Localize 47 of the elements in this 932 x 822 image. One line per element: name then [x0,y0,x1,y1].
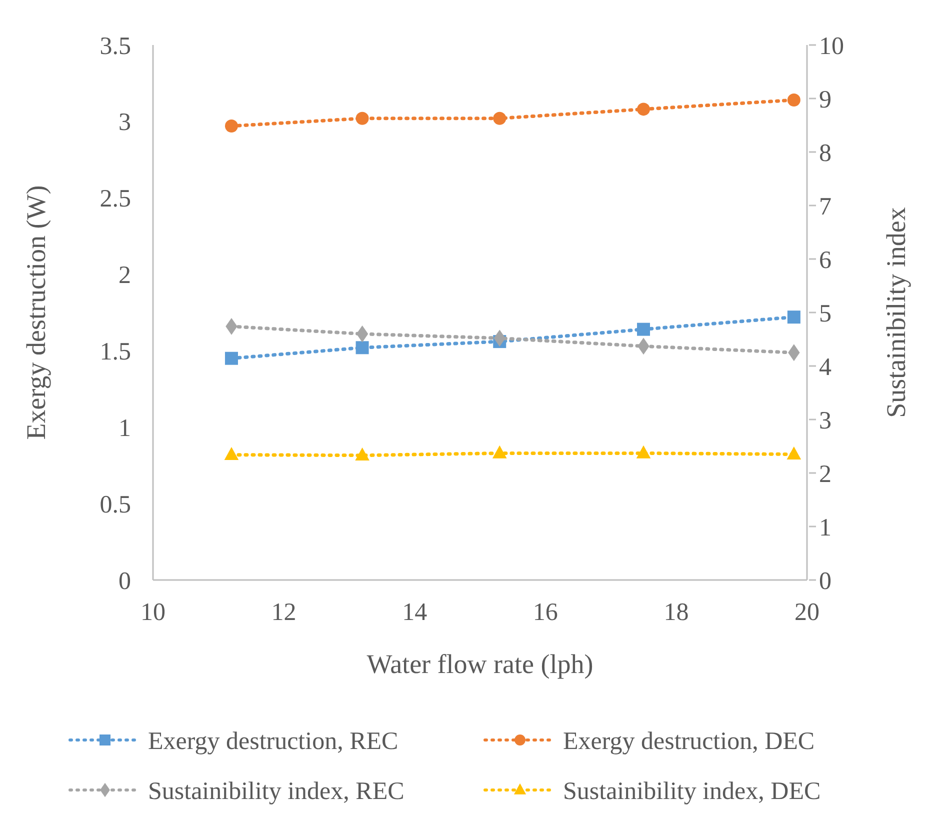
x-tick-label: 16 [532,599,558,626]
point [786,446,802,460]
point [636,445,651,458]
y2-tick-label: 6 [819,246,832,274]
y2-tick-label: 4 [819,354,832,381]
x-tick-label: 10 [140,599,166,626]
point [493,112,506,125]
y-tick-label: 1.5 [100,338,131,366]
point [492,445,507,458]
point [637,102,650,116]
x-tick-label: 12 [271,599,296,626]
legend-label: Sustainibility index, REC [148,778,404,805]
point [224,352,238,365]
y-tick-label: 1 [118,414,131,442]
legend-label: Exergy destruction, DEC [563,728,815,755]
y2-tick-label: 0 [819,568,832,595]
point [356,341,369,354]
x-tick-label: 14 [402,599,428,626]
y2-tick-label: 8 [819,140,832,167]
y2-tick-label: 7 [819,193,832,220]
y2-tick-label: 5 [819,300,832,328]
x-axis-title: Water flow rate (lph) [366,649,594,679]
legend-label: Exergy destruction, REC [148,728,398,755]
point [224,447,239,460]
legend-label: Sustainibility index, DEC [563,778,821,805]
y2-tick-label: 3 [819,407,832,434]
y2-tick-label: 10 [819,32,844,60]
point [637,322,650,336]
y-tick-label: 0 [118,568,131,595]
y-tick-label: 3 [118,109,131,136]
x-tick-label: 20 [794,599,820,626]
point [787,94,800,107]
y2-axis-title: Sustainibility index [881,206,911,418]
y-tick-label: 0.5 [100,491,131,518]
point [224,120,238,133]
y-tick-label: 2 [118,262,131,290]
point [356,325,368,342]
x-tick-label: 18 [664,599,689,626]
point [787,310,800,324]
y-tick-label: 3.5 [100,32,131,60]
y-axis-title: Exergy destruction (W) [21,185,51,440]
y2-tick-label: 2 [819,460,832,488]
y2-tick-label: 1 [819,514,832,542]
y-tick-label: 2.5 [100,186,131,213]
y2-tick-label: 9 [819,86,832,114]
point [355,448,370,461]
point [356,112,369,125]
